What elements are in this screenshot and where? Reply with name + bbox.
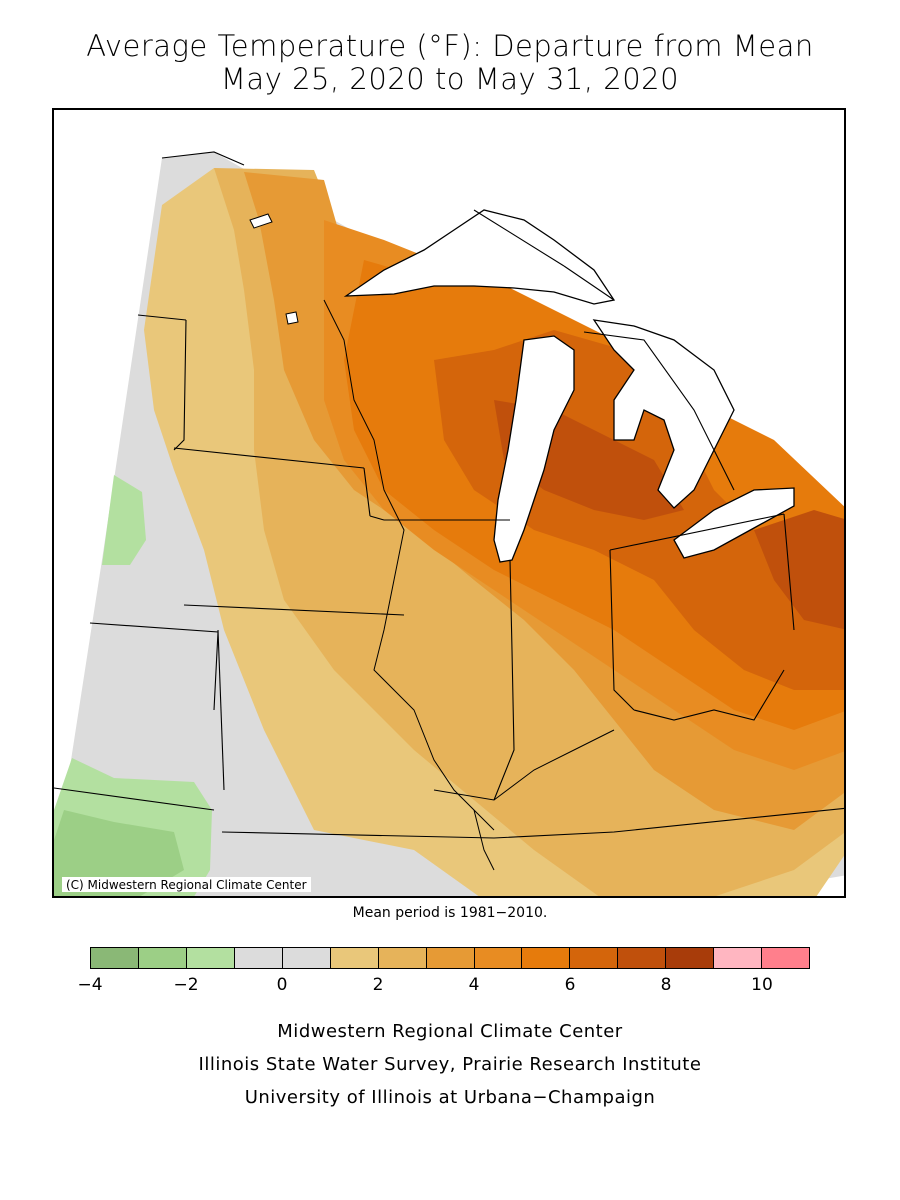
mean-period-note: Mean period is 1981−2010. [352, 905, 548, 921]
copyright-label: (C) Midwestern Regional Climate Center [62, 877, 311, 892]
legend-swatch [426, 948, 475, 968]
isle-royale [249, 213, 273, 229]
legend-swatch [522, 948, 571, 968]
credit-mrcc: Midwestern Regional Climate Center [277, 1021, 623, 1042]
legend-swatch [282, 948, 331, 968]
lake-huron [592, 319, 735, 509]
legend-swatch [186, 948, 235, 968]
color-legend [90, 947, 810, 971]
lake-superior [343, 209, 616, 305]
legend-swatch [378, 948, 427, 968]
legend-swatch [474, 948, 523, 968]
map-region-rust-east [754, 510, 844, 630]
legend-color-bar [90, 947, 810, 969]
credit-isws: Illinois State Water Survey, Prairie Res… [198, 1054, 702, 1075]
map-date-range: May 25, 2020 to May 31, 2020 [220, 62, 680, 96]
legend-tick-label: 8 [660, 975, 672, 995]
map-region-cooler-southwest [54, 810, 184, 896]
map-region-cool-west [102, 475, 146, 565]
legend-tick-label: 0 [276, 975, 288, 995]
lake-michigan [493, 335, 575, 563]
legend-swatch [714, 948, 763, 968]
rivers [323, 299, 615, 871]
legend-swatch [570, 948, 619, 968]
legend-tick-label: −2 [173, 975, 199, 995]
legend-swatch [762, 948, 810, 968]
legend-swatch [234, 948, 283, 968]
credit-uiuc: University of Illinois at Urbana−Champai… [244, 1087, 656, 1108]
legend-tick-label: 4 [468, 975, 480, 995]
state-borders [54, 151, 844, 839]
legend-swatch [618, 948, 667, 968]
legend-swatch [138, 948, 187, 968]
map-canvas [54, 151, 844, 896]
lake-erie [673, 487, 795, 559]
legend-swatch [330, 948, 379, 968]
legend-swatch [666, 948, 715, 968]
legend-tick-label: 6 [564, 975, 576, 995]
legend-tick-label: 10 [751, 975, 773, 995]
legend-tick-label: 2 [372, 975, 384, 995]
lake-of-the-woods [285, 311, 299, 325]
map-title: Average Temperature (°F): Departure from… [86, 29, 814, 63]
legend-tick-label: −4 [77, 975, 103, 995]
temperature-departure-map: (C) Midwestern Regional Climate Center [52, 108, 846, 898]
legend-swatch [91, 948, 139, 968]
